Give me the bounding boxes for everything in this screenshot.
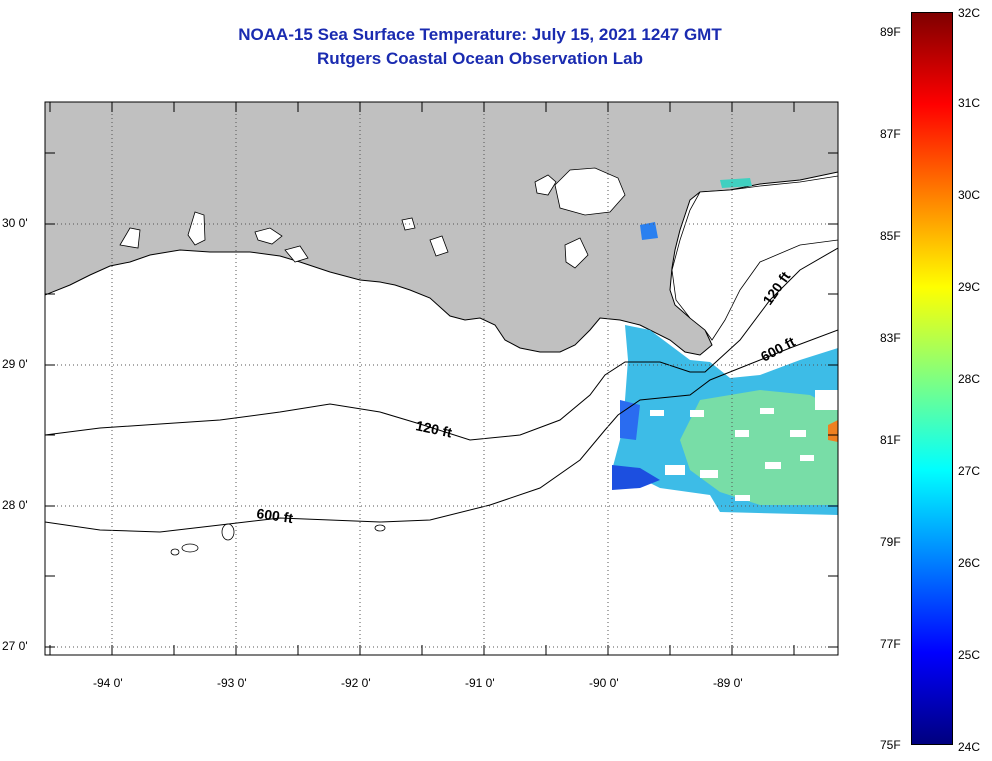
lon-label-93: -93 0': [217, 676, 247, 690]
cloud-gaps: [650, 390, 838, 501]
colorbar-label-c: 28C: [958, 372, 981, 386]
sst-warm-patch: [680, 390, 838, 505]
colorbar-label-c: 27C: [958, 464, 981, 478]
lon-label-94: -94 0': [93, 676, 123, 690]
contour-label-600-west: 600 ft: [256, 505, 295, 526]
sst-cool-edge: [612, 465, 660, 490]
lake: [284, 245, 309, 263]
lat-label-30: 30 0': [2, 216, 28, 230]
lat-label-28: 28 0': [2, 498, 28, 512]
colorbar-label-f: 85F: [880, 229, 901, 243]
land-mass: [45, 102, 838, 356]
lake: [554, 167, 626, 216]
lake: [564, 237, 589, 269]
map-subtitle: Rutgers Coastal Ocean Observation Lab: [317, 49, 643, 68]
colorbar-label-f: 75F: [880, 738, 901, 752]
coastal-sound: [671, 175, 838, 341]
lat-label-27: 27 0': [2, 639, 28, 653]
map-title: NOAA-15 Sea Surface Temperature: July 15…: [238, 25, 722, 44]
lake: [254, 227, 283, 245]
lake: [401, 217, 416, 231]
contour-label-120-west: 120 ft: [414, 417, 453, 440]
graticule: [45, 102, 838, 655]
colorbar-label-f: 79F: [880, 535, 901, 549]
lon-label-89: -89 0': [713, 676, 743, 690]
lon-label-92: -92 0': [341, 676, 371, 690]
colorbar-label-c: 30C: [958, 188, 981, 202]
colorbar-label-c: 24C: [958, 740, 981, 754]
colorbar-label-f: 81F: [880, 433, 901, 447]
colorbar-label-f: 77F: [880, 637, 901, 651]
colorbar-label-c: 31C: [958, 96, 981, 110]
lake: [187, 211, 206, 246]
contour-120ft: [45, 247, 838, 441]
colorbar-label-f: 83F: [880, 331, 901, 345]
lon-label-91: -91 0': [465, 676, 495, 690]
contour-600ft: [45, 329, 838, 533]
sst-inland-patch: [720, 178, 752, 188]
lake: [534, 174, 557, 196]
lon-label-90: -90 0': [589, 676, 619, 690]
colorbar-label-f: 87F: [880, 127, 901, 141]
colorbar-label-c: 26C: [958, 556, 981, 570]
sst-hot-spot: [828, 420, 838, 442]
colorbar-label-c: 32C: [958, 6, 981, 20]
lat-label-29: 29 0': [2, 357, 28, 371]
sst-inland-patch: [640, 222, 658, 240]
lake: [119, 227, 141, 249]
temperature-colorbar: [911, 12, 953, 745]
seafloor-contour-islands: [170, 523, 386, 556]
colorbar-label-f: 89F: [880, 25, 901, 39]
lake: [429, 235, 449, 257]
map-frame: [44, 101, 839, 656]
axis-ticks: [45, 102, 838, 655]
colorbar-label-c: 25C: [958, 648, 981, 662]
colorbar-label-c: 29C: [958, 280, 981, 294]
